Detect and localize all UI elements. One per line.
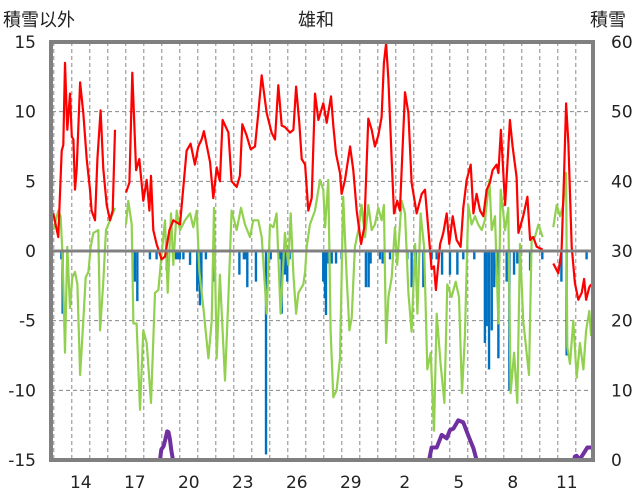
bar-blue [369,251,372,264]
bar-blue [512,251,516,275]
bar-blue [505,251,508,282]
bar-blue [528,251,532,271]
right-tick-label: 20 [611,312,633,332]
bar-blue [244,251,247,260]
bar-blue [381,251,384,264]
bar-blue [378,251,382,260]
bar-blue [430,251,433,260]
bar-blue [493,251,496,288]
right-tick-label: 30 [611,242,633,262]
x-tick-label: 11 [556,473,578,493]
bar-blue [175,251,178,260]
bar-blue [238,251,241,275]
bar-blue [148,251,152,260]
bar-blue [490,251,493,331]
bar-blue [60,251,63,260]
right-axis-title: 積雪 [590,10,626,31]
bar-blue [456,251,459,275]
x-tick-label: 29 [340,473,362,493]
bar-blue [246,251,249,288]
bar-blue [440,251,444,275]
right-tick-label: 0 [611,451,622,471]
x-tick-label: 23 [232,473,254,493]
right-tick-label: 10 [611,381,633,401]
bar-blue [541,251,544,260]
chart-title: 雄和 [298,10,334,31]
bar-blue [560,251,563,282]
bar-blue [286,251,289,282]
bar-blue [182,251,185,260]
x-tick-label: 2 [399,473,410,493]
series-line-green [52,171,593,432]
left-axis-title: 積雪以外 [3,10,75,31]
bar-blue [264,251,268,455]
left-tick-label: -15 [8,451,36,471]
bar-blue [585,251,588,260]
bar-blue [327,251,330,264]
bar-blue [330,251,333,264]
bar-blue [254,251,258,282]
bar-blue [196,251,199,292]
bar-blue [278,251,282,260]
bar-blue [133,251,136,282]
bar-blue [483,251,487,343]
bar-blue [516,251,519,264]
bar-blue [200,251,203,292]
bar-blue [204,251,208,260]
bar-blue [487,251,491,370]
series-line-red [52,42,593,301]
bar-blue [435,251,438,260]
bar-blue [178,251,181,260]
bar-blue [367,251,370,288]
bar-blue [422,251,425,288]
x-tick-label: 8 [507,473,518,493]
plot-frame [49,40,595,462]
x-tick-label: 20 [178,473,200,493]
bar-blue [485,251,488,327]
bar-blue [324,251,328,316]
bar-blue [322,251,325,282]
bar-blue [448,251,452,275]
x-tick-label: 26 [286,473,308,493]
bar-blue [364,251,368,288]
right-tick-label: 60 [611,33,633,53]
bar-blue [283,251,287,275]
left-tick-label: 5 [25,172,36,192]
bar-blue [388,251,392,260]
left-tick-label: 15 [14,33,36,53]
bar-blue [473,251,476,260]
right-tick-label: 40 [611,172,633,192]
bar-blue [176,251,180,260]
bar-blue [242,251,246,260]
bar-blue [136,251,139,302]
bar-blue [155,251,158,260]
bar-blue [334,251,338,264]
left-tick-label: 0 [25,242,36,262]
left-tick-label: -5 [19,312,36,332]
x-tick-label: 5 [453,473,464,493]
left-tick-label: 10 [14,103,36,123]
bar-blue [269,251,272,260]
x-tick-label: 14 [70,473,92,493]
bar-blue [188,251,192,265]
bar-blue [462,251,465,260]
left-tick-label: -10 [8,381,36,401]
right-tick-label: 50 [611,103,633,123]
bar-blue [410,251,413,288]
x-tick-label: 17 [124,473,146,493]
series-line-purple [52,418,592,462]
